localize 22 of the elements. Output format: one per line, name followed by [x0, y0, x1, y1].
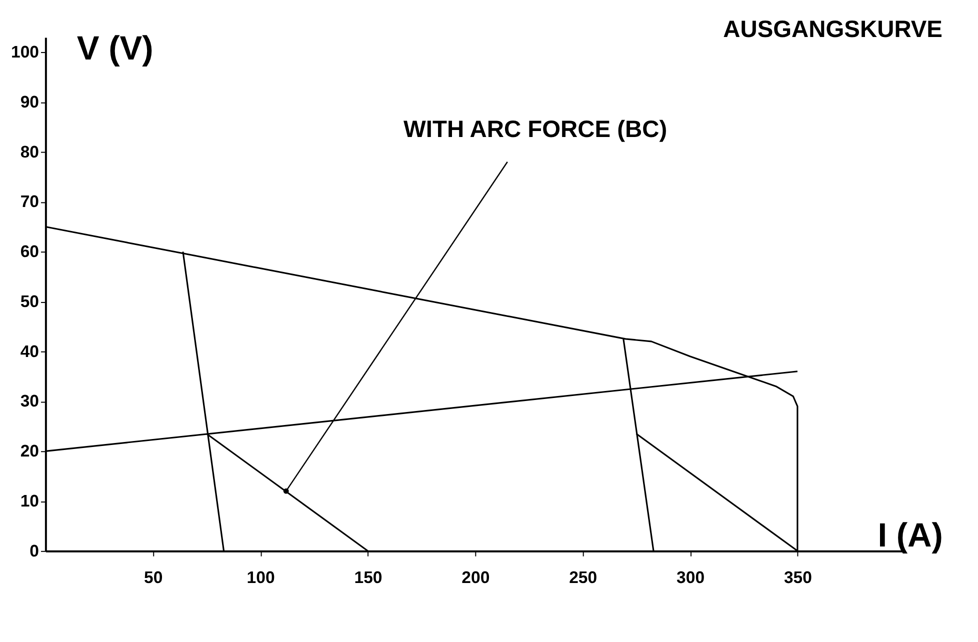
x-axis-title: I (A) [878, 517, 943, 554]
y-tick-label: 30 [20, 392, 40, 411]
chart-title: AUSGANGSKURVE [723, 17, 942, 44]
y-tick-label: 90 [20, 92, 40, 112]
x-tick-label: 350 [784, 568, 812, 588]
x-tick-label: 300 [676, 568, 705, 588]
y-tick-label: 20 [20, 442, 40, 461]
y-tick-label: 40 [20, 342, 40, 361]
x-tick-label: 100 [246, 568, 275, 588]
y-tick-label: 70 [20, 192, 40, 212]
y-tick-label: 100 [11, 42, 40, 62]
y-axis-title: V (V) [76, 30, 154, 68]
y-tick-label: 60 [20, 242, 40, 262]
annotation: WITH ARC FORCE (BC) [404, 117, 668, 144]
y-tick-label: 80 [20, 142, 40, 162]
y-tick-label: 50 [20, 292, 40, 311]
x-tick-label: 50 [144, 568, 163, 588]
x-tick-label: 200 [462, 568, 490, 588]
y-tick-label: 0 [30, 541, 40, 560]
x-tick-label: 250 [569, 568, 598, 588]
y-tick-label: 10 [20, 491, 40, 510]
x-tick-label: 150 [354, 568, 382, 588]
